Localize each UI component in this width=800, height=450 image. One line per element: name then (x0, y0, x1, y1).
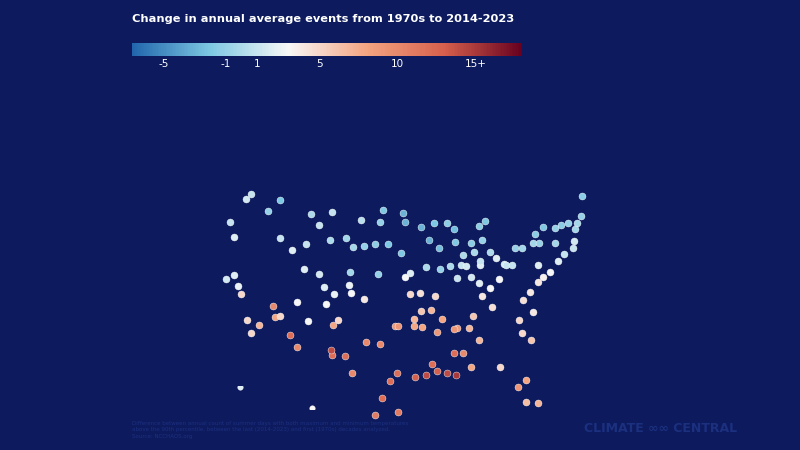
Text: Change in annual average events from 1970s to 2014-2023: Change in annual average events from 197… (132, 14, 514, 23)
Text: CLIMATE ∞∞ CENTRAL: CLIMATE ∞∞ CENTRAL (584, 422, 737, 435)
Text: Difference between annual count of summer days with both maximum and minimum tem: Difference between annual count of summe… (132, 421, 408, 439)
